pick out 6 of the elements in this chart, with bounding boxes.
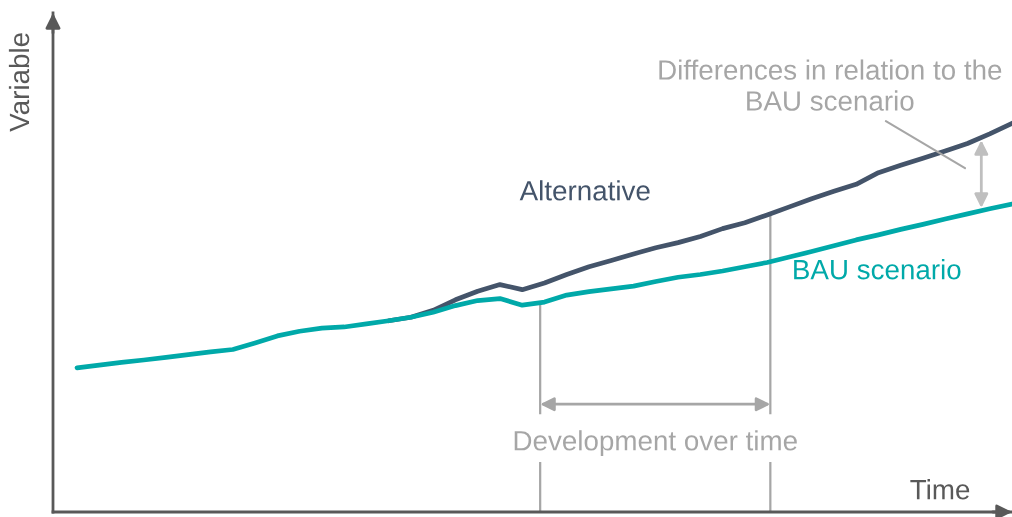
x-axis-title: Time	[910, 479, 970, 500]
y-axis-title: Variable	[8, 33, 30, 132]
series-label: Alternative	[519, 180, 650, 201]
annotation: Development over time	[514, 430, 797, 457]
text: Differences in relation to the BAU scenario	[659, 59, 1002, 111]
series-label: BAU scenario	[794, 259, 961, 280]
